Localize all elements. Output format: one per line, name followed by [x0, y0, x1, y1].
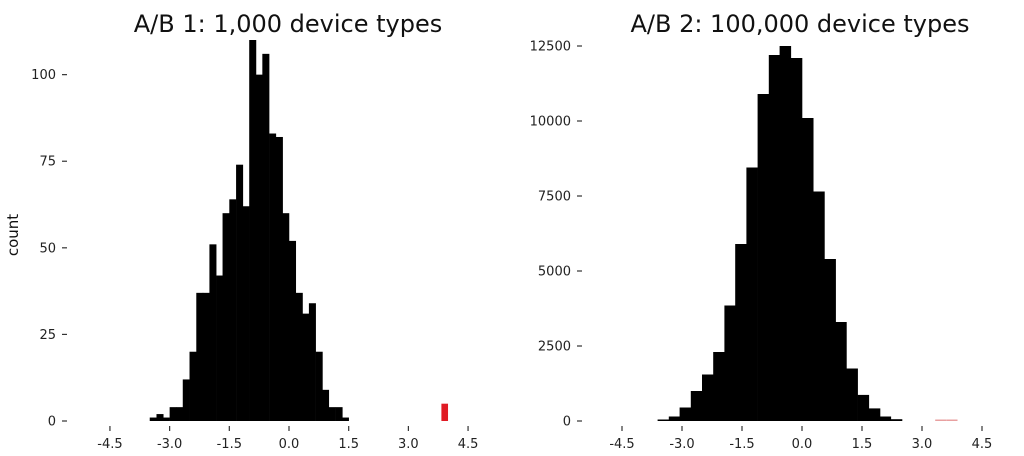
y-tick-label: 7500 — [538, 190, 571, 205]
histogram-bar — [768, 55, 781, 421]
histogram-bar — [282, 213, 290, 421]
x-tick-label: 4.5 — [458, 437, 479, 452]
histogram-panel-ab1: A/B 1: 1,000 device types count 0 25 50 75 1… — [4, 10, 478, 452]
histogram-bar — [222, 213, 230, 421]
y-axis-label: count — [4, 214, 22, 256]
y-tick-label: 0 — [563, 415, 571, 430]
histogram-bar — [162, 417, 170, 421]
histogram-bar — [176, 407, 184, 421]
x-tick-label: -1.5 — [729, 437, 754, 452]
x-tick-label: 4.5 — [972, 437, 993, 452]
histogram-bar — [295, 292, 303, 421]
histogram-panel-ab2: A/B 2: 100,000 device types 0 2500 5000 750… — [530, 10, 993, 452]
histogram-bar — [702, 374, 714, 421]
x-tick-label: 3.0 — [398, 437, 419, 452]
histogram-bar — [216, 275, 224, 421]
histogram-bar — [779, 46, 792, 421]
histogram-bar — [275, 136, 283, 422]
histogram-bar — [202, 292, 210, 421]
x-tick-label: 3.0 — [912, 437, 933, 452]
x-tick-label: -4.5 — [97, 437, 122, 452]
x-tick-label: 0.0 — [792, 437, 813, 452]
histogram-bar — [169, 407, 177, 421]
x-tick-label: -3.0 — [669, 437, 694, 452]
highlight-bar — [935, 419, 947, 421]
histogram-bar — [242, 206, 250, 421]
x-tick-label: -1.5 — [217, 437, 242, 452]
histogram-bar — [846, 368, 858, 421]
histogram-bar — [262, 53, 270, 421]
y-tick-label: 10000 — [530, 115, 571, 130]
histogram-bar — [335, 407, 343, 421]
histogram-bar — [302, 313, 310, 421]
y-tick-label: 5000 — [538, 265, 571, 280]
histogram-bar — [857, 394, 870, 421]
histogram-bar — [757, 94, 770, 421]
histogram-bar — [308, 303, 316, 421]
y-tick-label: 0 — [48, 415, 56, 430]
histogram-bar — [269, 133, 277, 421]
y-tick-label: 75 — [39, 155, 56, 170]
histogram-bar — [735, 244, 747, 421]
histogram-bar — [835, 322, 847, 421]
histogram-bar — [679, 407, 692, 421]
histogram-bar — [879, 416, 892, 421]
y-tick-label: 25 — [39, 328, 56, 343]
x-tick-label: 1.5 — [338, 437, 359, 452]
histogram-bar — [890, 419, 903, 421]
histogram-bar — [149, 417, 157, 421]
highlight-bar — [946, 419, 958, 421]
histogram-bar — [713, 352, 725, 421]
y-tick-label: 100 — [31, 68, 56, 83]
histogram-bar — [189, 351, 197, 421]
histogram-bar — [802, 118, 814, 421]
histogram-bar — [790, 58, 803, 421]
chart-title: A/B 1: 1,000 device types — [134, 10, 443, 38]
histogram-bar — [315, 351, 323, 421]
histogram-bar — [657, 419, 670, 421]
histogram-bar — [156, 414, 164, 421]
y-tick-label: 50 — [39, 241, 56, 256]
x-tick-label: -3.0 — [157, 437, 182, 452]
histogram-bar — [341, 417, 349, 421]
y-tick-label: 2500 — [538, 340, 571, 355]
x-tick-label: 0.0 — [279, 437, 300, 452]
histogram-bar — [236, 164, 244, 421]
histogram-bar — [255, 74, 263, 421]
histogram-bar — [196, 292, 204, 421]
histogram-bar — [328, 407, 336, 421]
y-tick-label: 12500 — [530, 40, 571, 55]
histogram-bar — [289, 240, 297, 421]
x-tick-label: 1.5 — [852, 437, 873, 452]
highlight-bar — [441, 403, 449, 421]
histogram-bar — [249, 40, 257, 421]
x-tick-label: -4.5 — [609, 437, 634, 452]
histogram-bar — [813, 191, 825, 421]
histogram-bar — [229, 199, 237, 421]
histogram-bar — [724, 305, 736, 421]
histogram-bar — [182, 379, 190, 421]
histogram-bar — [868, 408, 881, 421]
histogram-bar — [322, 389, 330, 421]
histogram-bar — [690, 391, 703, 421]
histogram-bar — [746, 167, 758, 421]
histogram-bar — [209, 244, 217, 421]
chart-title: A/B 2: 100,000 device types — [630, 10, 969, 38]
histogram-bar — [668, 416, 681, 421]
histogram-bar — [824, 259, 836, 421]
